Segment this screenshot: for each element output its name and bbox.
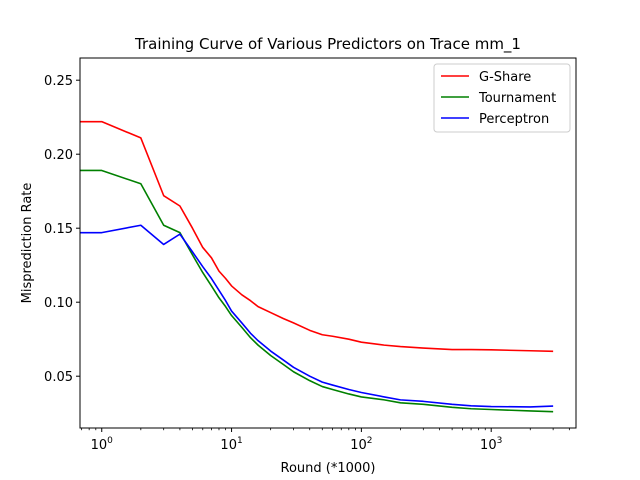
x-tick-label: 102 — [350, 436, 372, 453]
ticks-layer: 0.05 0.10 0.15 0.20 0.25 100 101 102 103 — [44, 74, 570, 453]
plot-frame — [79, 57, 577, 429]
y-tick-label: 0.20 — [44, 148, 73, 163]
legend-label: Tournament — [478, 91, 556, 106]
y-tick-label: 0.25 — [44, 74, 73, 89]
chart-title: Training Curve of Various Predictors on … — [134, 35, 521, 54]
legend-label: G-Share — [479, 70, 531, 85]
y-tick-label: 0.05 — [44, 370, 73, 385]
series-line-perceptron — [80, 224, 554, 408]
x-axis-label: Round (*1000) — [281, 461, 376, 476]
legend-box — [433, 63, 571, 133]
x-tick-label: 101 — [220, 436, 242, 453]
y-tick-label: 0.10 — [44, 296, 73, 311]
y-axis-label: Misprediction Rate — [20, 183, 35, 304]
x-tick-label: 103 — [480, 436, 502, 453]
series-line-g-share — [80, 120, 554, 353]
legend-label: Perceptron — [479, 112, 549, 127]
series-line-tournament — [80, 169, 554, 413]
series-layer — [80, 120, 554, 413]
legend: G-Share Tournament Perceptron — [433, 63, 571, 133]
y-tick-label: 0.15 — [44, 222, 73, 237]
x-tick-label: 100 — [91, 436, 114, 453]
